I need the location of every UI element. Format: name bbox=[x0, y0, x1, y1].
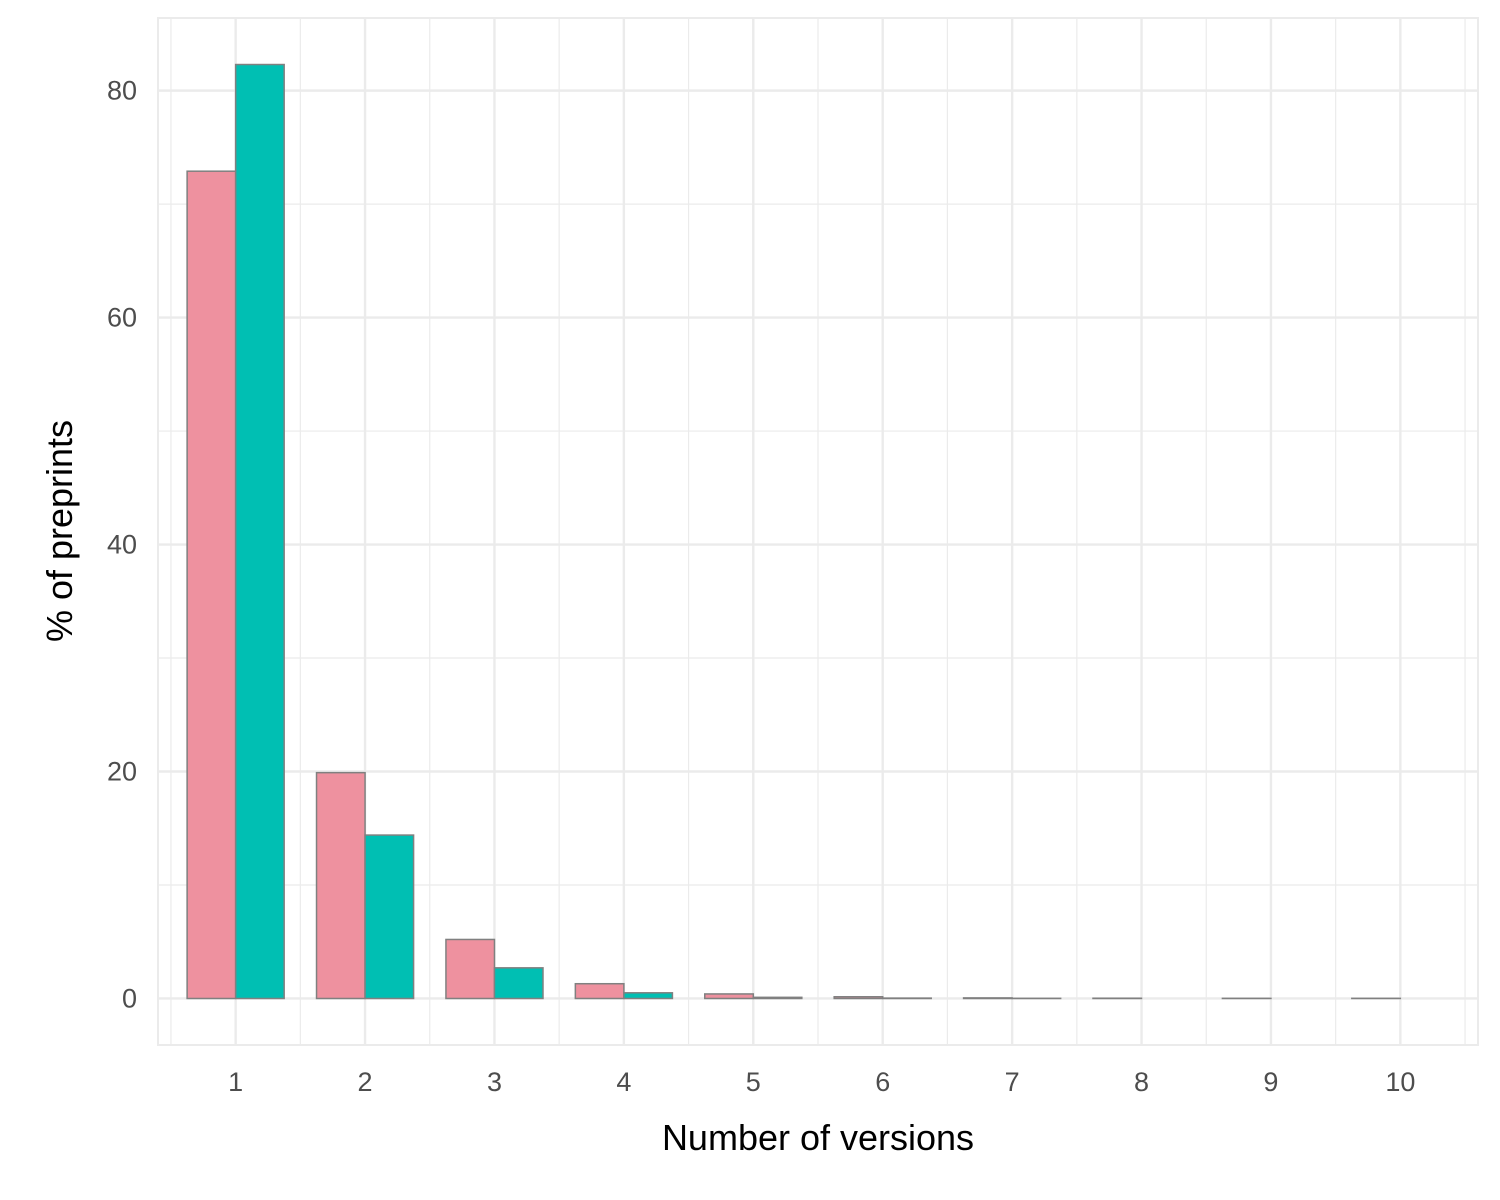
bar-series-1-versions-2 bbox=[315, 771, 366, 1000]
x-tick-label: 6 bbox=[875, 1067, 890, 1097]
bar-series-1-versions-5 bbox=[704, 993, 755, 1000]
y-tick-label: 0 bbox=[122, 983, 137, 1013]
x-tick-label: 2 bbox=[358, 1067, 373, 1097]
x-axis-tick-labels: 1 2 3 4 5 6 7 8 9 10 bbox=[228, 1067, 1415, 1097]
y-tick-label: 20 bbox=[107, 757, 137, 787]
x-axis-title: Number of versions bbox=[662, 1117, 974, 1158]
x-tick-label: 3 bbox=[487, 1067, 502, 1097]
y-tick-label: 80 bbox=[107, 76, 137, 106]
x-tick-label: 10 bbox=[1385, 1067, 1415, 1097]
x-tick-label: 5 bbox=[746, 1067, 761, 1097]
bar-series-1-versions-7 bbox=[962, 997, 1013, 1000]
bars bbox=[186, 63, 1402, 1000]
bar-series-2-versions-2 bbox=[364, 834, 415, 1000]
bar-series-1-versions-4 bbox=[574, 982, 625, 1000]
bar-series-1-versions-3 bbox=[445, 938, 496, 1000]
x-tick-label: 1 bbox=[228, 1067, 243, 1097]
bar-series-2-versions-5 bbox=[752, 996, 803, 1000]
y-tick-label: 60 bbox=[107, 303, 137, 333]
bar-series-2-versions-3 bbox=[493, 967, 544, 1000]
y-axis-title: % of preprints bbox=[39, 420, 80, 642]
x-tick-label: 4 bbox=[616, 1067, 631, 1097]
bar-series-1-versions-1 bbox=[186, 170, 237, 1000]
bar-series-2-versions-1 bbox=[234, 63, 285, 1000]
x-tick-label: 7 bbox=[1005, 1067, 1020, 1097]
bar-series-1-versions-6 bbox=[833, 996, 884, 1000]
y-axis-tick-labels: 0 20 40 60 80 bbox=[107, 76, 137, 1014]
x-tick-label: 8 bbox=[1134, 1067, 1149, 1097]
bar-series-2-versions-4 bbox=[623, 992, 674, 1000]
x-tick-label: 9 bbox=[1263, 1067, 1278, 1097]
y-tick-label: 40 bbox=[107, 530, 137, 560]
